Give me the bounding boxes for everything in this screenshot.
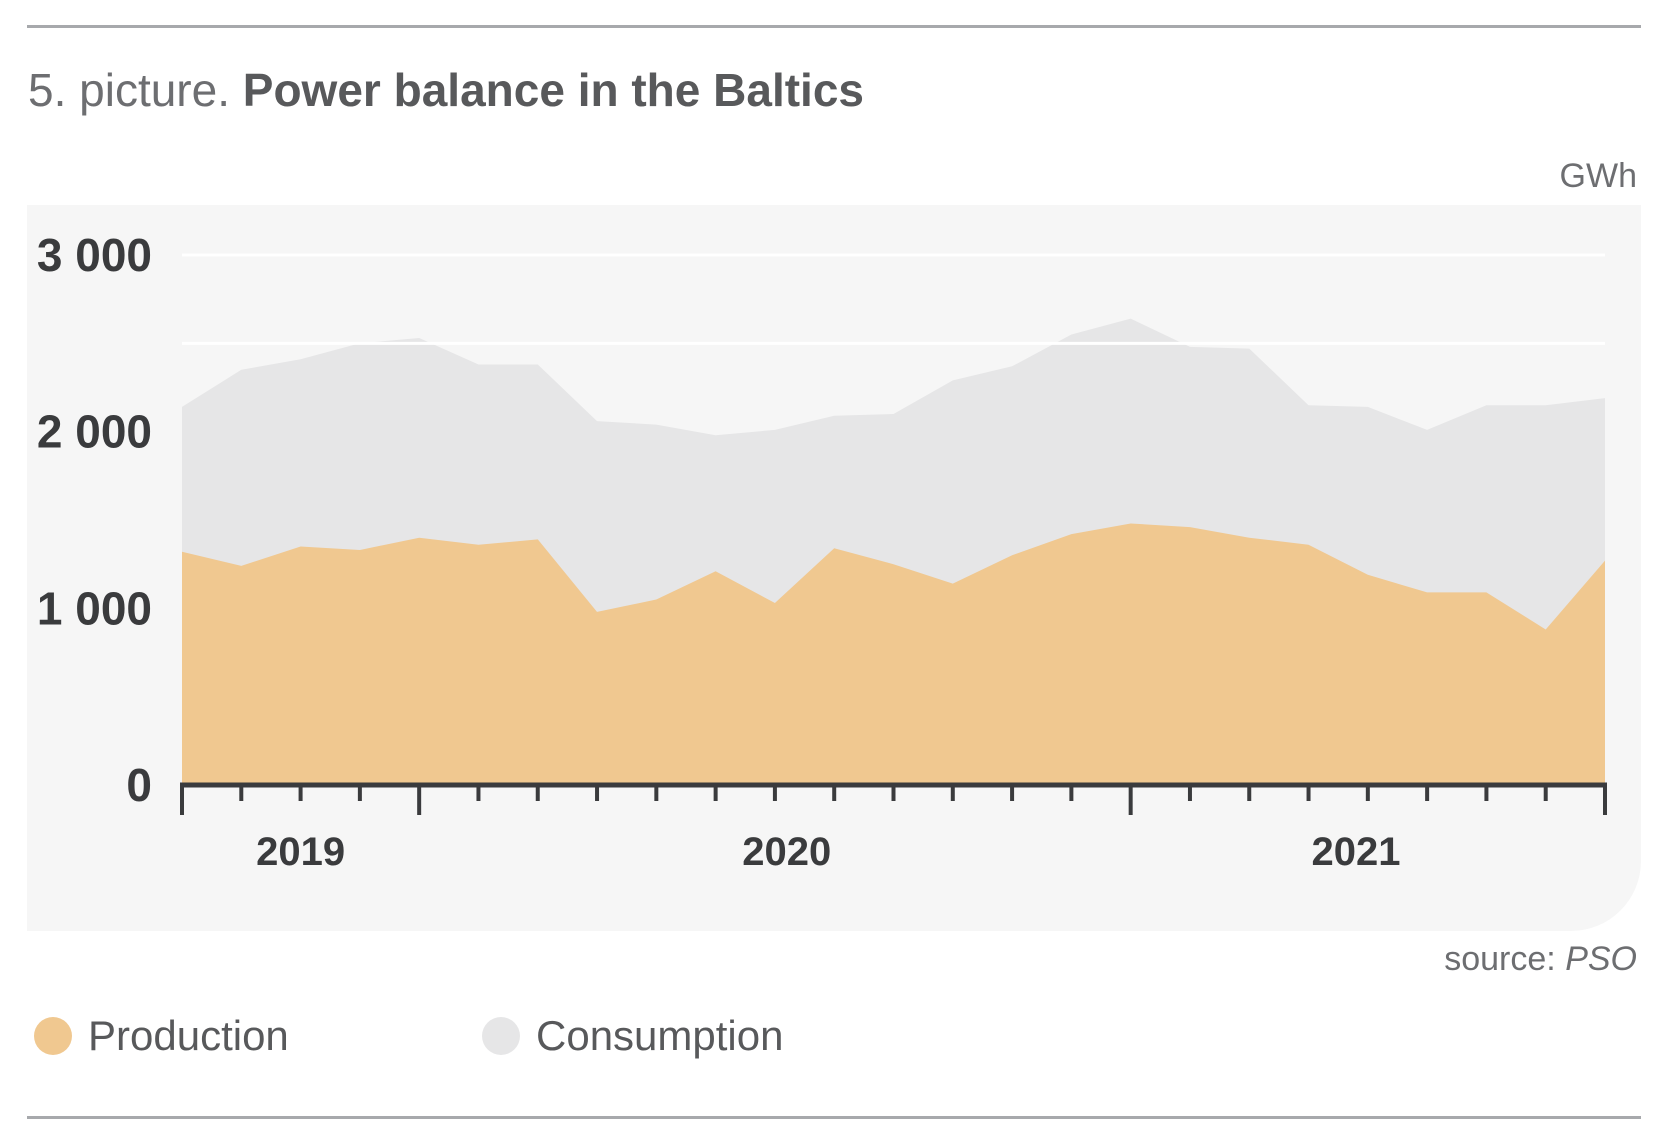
legend-label-consumption: Consumption [536, 1012, 784, 1059]
chart-title: 5. picture. Power balance in the Baltics [28, 62, 864, 118]
y-tick-label: 0 [126, 759, 152, 811]
x-year-label: 2019 [256, 830, 345, 874]
y-tick-label: 3 000 [37, 229, 152, 281]
legend-item-consumption: Consumption [482, 1012, 783, 1060]
x-year-label: 2021 [1311, 830, 1400, 874]
legend-dot-production [34, 1017, 72, 1055]
production-area [182, 523, 1605, 785]
source-note: source: PSO [1444, 940, 1637, 979]
source-name: PSO [1565, 940, 1637, 978]
top-rule [27, 25, 1641, 28]
unit-label: GWh [1559, 157, 1637, 195]
x-year-label: 2020 [742, 830, 831, 874]
source-label: source: [1444, 940, 1556, 978]
title-prefix: 5. picture. [28, 64, 230, 116]
y-tick-label: 1 000 [37, 582, 152, 634]
chart-panel: 0 1 000 2 000 3 000 2019 2020 2021 [27, 205, 1641, 931]
y-tick-label: 2 000 [37, 406, 152, 458]
legend-item-production: Production [34, 1012, 289, 1060]
legend-dot-consumption [482, 1017, 520, 1055]
area-chart: 0 1 000 2 000 3 000 2019 2020 2021 [37, 229, 1607, 874]
title-main: Power balance in the Baltics [242, 64, 864, 116]
bottom-rule [27, 1116, 1641, 1119]
legend-label-production: Production [88, 1012, 289, 1059]
